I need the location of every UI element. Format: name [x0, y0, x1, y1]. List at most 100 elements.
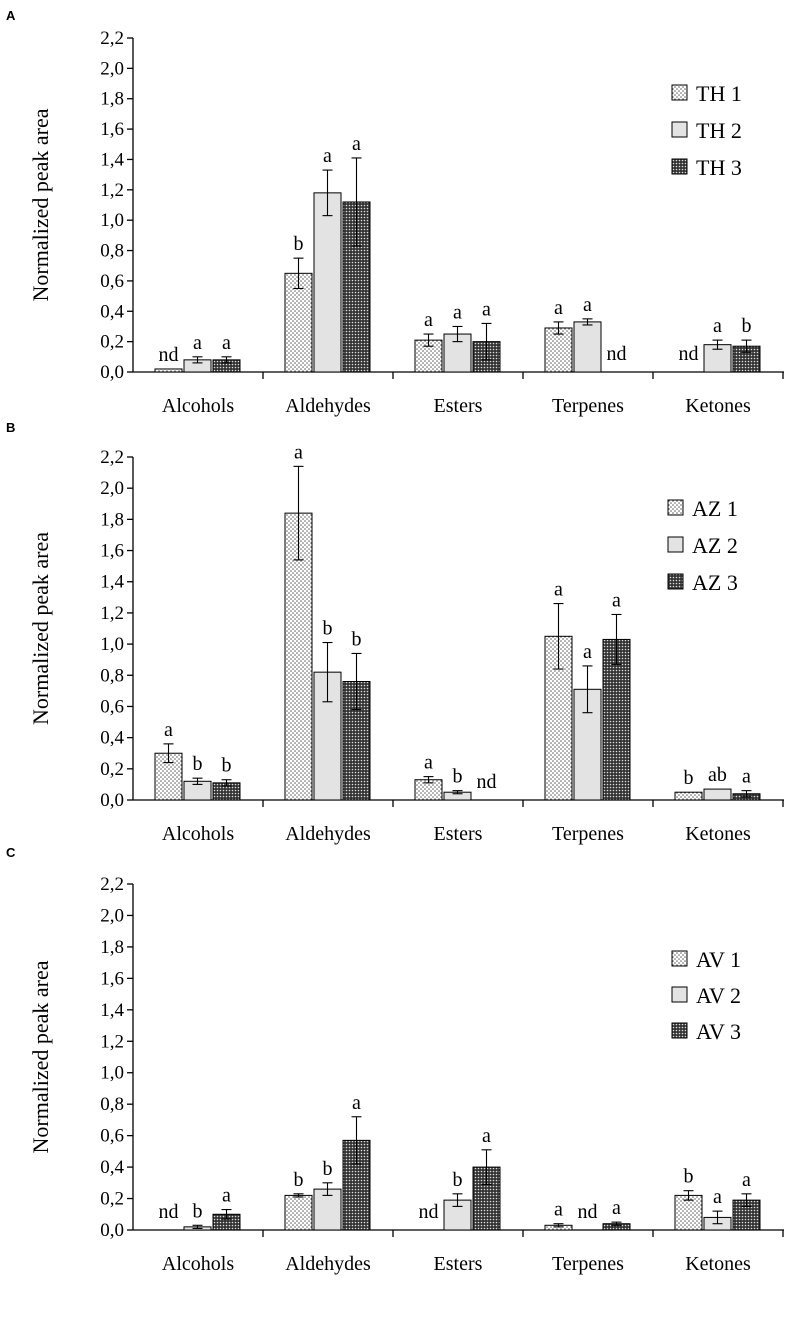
- x-category-label: Ketones: [685, 823, 751, 845]
- significance-label: b: [294, 1169, 304, 1191]
- y-tick-label: 0,2: [100, 1189, 124, 1210]
- y-tick-label: 1,8: [100, 509, 124, 530]
- y-tick-label: 1,8: [100, 937, 124, 958]
- legend-label: AV 2: [696, 983, 741, 1008]
- y-tick-label: 1,6: [100, 541, 124, 562]
- significance-label: a: [352, 1092, 361, 1114]
- significance-label: a: [482, 298, 491, 320]
- y-tick-label: 2,2: [100, 874, 124, 895]
- significance-label: b: [193, 753, 203, 775]
- x-category-label: Alcohols: [162, 395, 234, 417]
- x-category-label: Esters: [434, 395, 483, 417]
- significance-label: a: [323, 145, 332, 167]
- significance-label: a: [424, 309, 433, 331]
- legend-swatch: [667, 536, 684, 553]
- y-tick-label: 1,4: [100, 149, 124, 170]
- y-tick-label: 0,4: [100, 301, 124, 322]
- legend-label: AZ 3: [692, 570, 738, 595]
- legend-label: TH 2: [696, 118, 742, 143]
- y-axis-title: Normalized peak area: [28, 108, 53, 301]
- bar: [284, 512, 313, 801]
- legend-swatch: [671, 121, 688, 138]
- y-axis-title: Normalized peak area: [28, 960, 53, 1153]
- significance-label: nd: [419, 1201, 439, 1223]
- x-category-label: Alcohols: [162, 1253, 234, 1275]
- y-tick-label: 1,4: [100, 572, 124, 593]
- chart-panel-c: C 0,0 0,2 0,4 0,6 0,8 1,0 1,2 1,4 1,6 1,8 2,0 2,2 Alc…: [6, 845, 784, 1275]
- significance-label: b: [453, 766, 463, 788]
- significance-label: nd: [679, 343, 699, 365]
- significance-label: nd: [159, 344, 179, 366]
- y-tick-label: 0,0: [100, 362, 124, 383]
- significance-label: a: [193, 332, 202, 354]
- y-tick-label: 0,8: [100, 1094, 124, 1115]
- significance-label: a: [554, 1199, 563, 1221]
- panel-letter: C: [6, 845, 16, 860]
- legend-swatch: [671, 986, 688, 1003]
- bar: [674, 1194, 703, 1231]
- x-category-label: Ketones: [685, 1253, 751, 1275]
- legend-label: AV 3: [696, 1019, 741, 1044]
- chart-panel-a: A 0,0 0,2 0,4 0,6 0,8 1,0 1,2 1,4 1,6 1,8 2,0 2,2 Alc…: [6, 8, 784, 417]
- legend-swatch: [671, 84, 688, 101]
- x-category-label: Aldehydes: [285, 395, 371, 417]
- significance-label: a: [222, 1185, 231, 1207]
- x-category-label: Alcohols: [162, 823, 234, 845]
- legend-swatch: [667, 573, 684, 590]
- bar: [602, 638, 631, 801]
- significance-label: a: [424, 752, 433, 774]
- significance-label: b: [684, 1166, 694, 1188]
- bar: [573, 321, 602, 373]
- significance-label: b: [684, 767, 694, 789]
- legend-swatch: [671, 1022, 688, 1039]
- significance-label: b: [352, 628, 362, 650]
- significance-label: nd: [159, 1201, 179, 1223]
- panel-letter: A: [6, 8, 16, 23]
- bar: [284, 1194, 313, 1231]
- y-tick-label: 0,2: [100, 759, 124, 780]
- x-category-label: Terpenes: [552, 823, 624, 845]
- legend-swatch: [671, 158, 688, 175]
- y-tick-label: 1,2: [100, 180, 124, 201]
- y-tick-label: 0,2: [100, 332, 124, 353]
- significance-label: b: [323, 1158, 333, 1180]
- y-tick-label: 2,0: [100, 58, 124, 79]
- y-tick-label: 2,0: [100, 905, 124, 926]
- y-tick-label: 0,8: [100, 665, 124, 686]
- significance-label: a: [612, 1197, 621, 1219]
- significance-label: a: [352, 133, 361, 155]
- significance-label: a: [554, 579, 563, 601]
- y-tick-label: 0,4: [100, 1157, 124, 1178]
- significance-label: a: [742, 1169, 751, 1191]
- x-category-label: Esters: [434, 823, 483, 845]
- significance-label: a: [583, 294, 592, 316]
- y-tick-label: 2,0: [100, 478, 124, 499]
- y-tick-label: 0,0: [100, 790, 124, 811]
- x-category-label: Terpenes: [552, 1253, 624, 1275]
- significance-label: b: [222, 755, 232, 777]
- y-tick-label: 1,0: [100, 1063, 124, 1084]
- bar: [544, 327, 573, 373]
- y-axis-title: Normalized peak area: [28, 532, 53, 725]
- significance-label: b: [294, 233, 304, 255]
- bar: [154, 368, 183, 373]
- legend-label: AV 1: [696, 947, 741, 972]
- significance-label: a: [482, 1125, 491, 1147]
- significance-label: b: [453, 1169, 463, 1191]
- significance-label: ab: [708, 764, 727, 786]
- legend-label: AZ 2: [692, 533, 738, 558]
- y-tick-label: 1,4: [100, 1000, 124, 1021]
- legend-swatch: [671, 950, 688, 967]
- significance-label: a: [294, 441, 303, 463]
- significance-label: b: [323, 618, 333, 640]
- y-tick-label: 1,0: [100, 210, 124, 231]
- chart-panel-b: B 0,0 0,2 0,4 0,6 0,8 1,0 1,2 1,4 1,6 1,8 2,0 2,2 Alc…: [6, 420, 784, 845]
- y-tick-label: 2,2: [100, 28, 124, 49]
- significance-label: nd: [477, 771, 497, 793]
- y-tick-label: 1,8: [100, 89, 124, 110]
- y-tick-label: 0,6: [100, 271, 124, 292]
- significance-label: b: [193, 1200, 203, 1222]
- significance-label: a: [222, 332, 231, 354]
- y-tick-label: 1,6: [100, 119, 124, 140]
